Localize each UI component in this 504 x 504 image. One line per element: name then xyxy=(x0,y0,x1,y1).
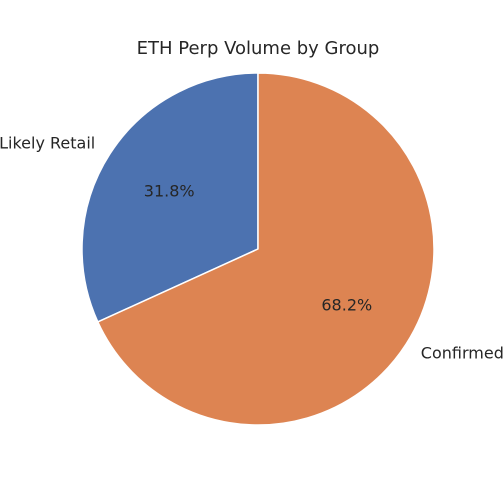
chart-title: ETH Perp Volume by Group xyxy=(137,38,380,59)
labels-layer: Likely Retail 31.8% Confirmed 68.2% xyxy=(0,134,504,363)
slice-label: Confirmed xyxy=(421,343,504,362)
pie-slice-confirmed xyxy=(97,72,435,426)
slices-layer xyxy=(81,72,435,426)
slice-percentage-label: 68.2% xyxy=(321,296,372,315)
pie-slice-likely-retail xyxy=(81,72,259,323)
slice-percentage-label: 31.8% xyxy=(144,181,195,200)
slice-label: Likely Retail xyxy=(0,134,95,153)
